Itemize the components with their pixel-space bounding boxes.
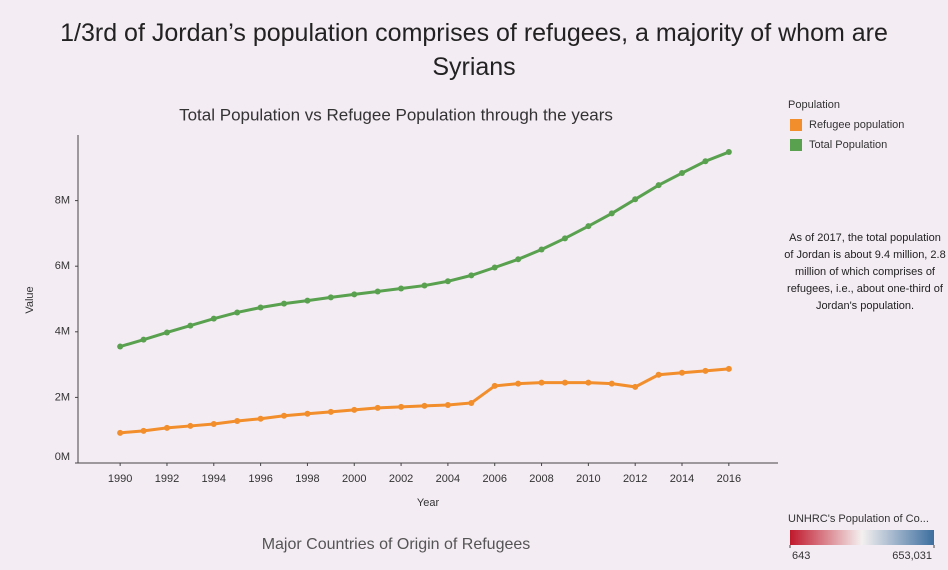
data-point	[234, 418, 241, 425]
data-point	[608, 210, 615, 217]
data-point	[374, 288, 381, 295]
x-tick-label: 2004	[436, 473, 460, 485]
data-point	[257, 304, 264, 311]
x-tick-label: 2010	[576, 473, 600, 485]
x-tick-label: 2016	[717, 473, 741, 485]
data-point	[632, 196, 639, 203]
data-point	[117, 429, 124, 436]
data-point	[702, 158, 709, 165]
legend-title: Population	[788, 99, 840, 111]
color-legend-title: UNHRC's Population of Co...	[788, 513, 929, 525]
x-axis-label: Year	[417, 497, 440, 509]
color-legend-label: 653,031	[892, 550, 932, 562]
x-tick-label: 1998	[295, 473, 319, 485]
x-tick-label: 1996	[248, 473, 272, 485]
data-point	[210, 315, 217, 322]
data-point	[444, 401, 451, 408]
y-axis-label: Value	[24, 286, 36, 313]
data-point	[210, 420, 217, 427]
legend-swatch	[790, 139, 802, 151]
data-point	[585, 223, 592, 230]
data-point	[304, 297, 311, 304]
data-point	[679, 369, 686, 376]
y-tick-label: 2M	[55, 391, 70, 403]
data-point	[491, 264, 498, 271]
data-point	[351, 291, 358, 298]
color-legend-bar	[790, 530, 934, 545]
data-point	[398, 403, 405, 410]
x-tick-label: 1994	[202, 473, 226, 485]
y-tick-label: 4M	[55, 326, 70, 338]
map-title: Major Countries of Origin of Refugees	[262, 536, 531, 553]
data-point	[187, 422, 194, 429]
data-point	[538, 379, 545, 386]
data-point	[468, 272, 475, 279]
x-tick-label: 2012	[623, 473, 647, 485]
annotation: As of 2017, the total population of Jord…	[784, 232, 946, 312]
data-point	[421, 402, 428, 409]
data-point	[679, 170, 686, 177]
x-tick-label: 1992	[155, 473, 179, 485]
data-point	[608, 380, 615, 387]
y-tick-label: 8M	[55, 195, 70, 207]
data-point	[117, 343, 124, 350]
data-point	[257, 415, 264, 422]
legend-swatch	[790, 119, 802, 131]
data-point	[468, 399, 475, 406]
data-point	[585, 379, 592, 386]
data-point	[725, 149, 732, 156]
data-point	[421, 282, 428, 289]
data-point	[632, 383, 639, 390]
data-point	[140, 336, 147, 343]
data-point	[187, 322, 194, 329]
x-tick-label: 1990	[108, 473, 132, 485]
data-point	[374, 404, 381, 411]
data-point	[515, 256, 522, 263]
legend-label: Refugee population	[809, 119, 904, 131]
data-point	[140, 427, 147, 434]
data-point	[304, 410, 311, 417]
legend-label: Total Population	[809, 139, 887, 151]
data-point	[163, 424, 170, 431]
data-point	[327, 408, 334, 415]
data-point	[444, 278, 451, 285]
data-point	[327, 294, 334, 301]
x-tick-label: 2008	[529, 473, 553, 485]
data-point	[561, 379, 568, 386]
data-point	[163, 329, 170, 336]
data-point	[702, 367, 709, 374]
data-point	[538, 246, 545, 253]
data-point	[655, 371, 662, 378]
data-point	[234, 309, 241, 316]
y-tick-label: 0M	[55, 451, 70, 463]
x-tick-label: 2000	[342, 473, 366, 485]
data-point	[655, 182, 662, 189]
data-point	[281, 300, 288, 307]
y-tick-label: 6M	[55, 260, 70, 272]
data-point	[561, 235, 568, 242]
data-point	[398, 285, 405, 292]
data-point	[725, 365, 732, 372]
x-tick-label: 2002	[389, 473, 413, 485]
x-tick-label: 2014	[670, 473, 694, 485]
data-point	[281, 412, 288, 419]
data-point	[491, 382, 498, 389]
data-point	[351, 406, 358, 413]
data-point	[515, 380, 522, 387]
x-tick-label: 2006	[482, 473, 506, 485]
color-legend-label: 643	[792, 550, 810, 562]
chart-title: Total Population vs Refugee Population t…	[179, 105, 613, 124]
dashboard-title: 1/3rd of Jordan’s population comprises o…	[60, 19, 888, 81]
